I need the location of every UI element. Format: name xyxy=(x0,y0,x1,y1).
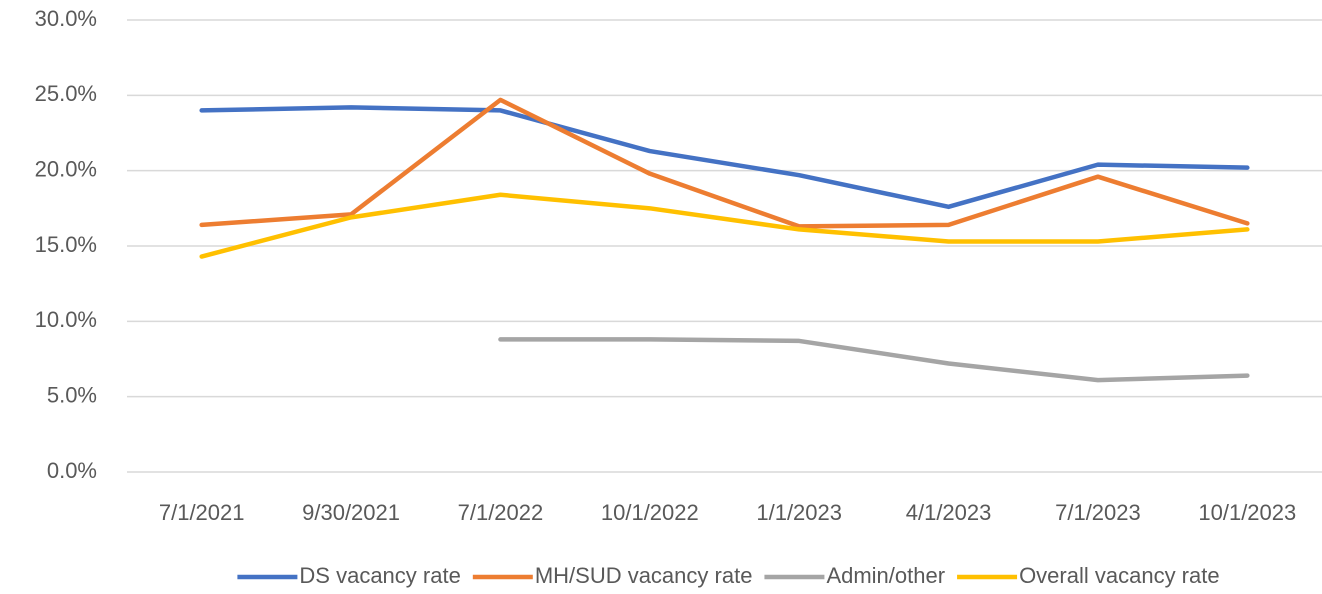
legend-label: MH/SUD vacancy rate xyxy=(535,563,753,588)
legend-label: DS vacancy rate xyxy=(299,563,460,588)
legend-label: Admin/other xyxy=(826,563,945,588)
series-line xyxy=(498,337,1250,383)
series-line xyxy=(199,192,1250,259)
y-tick-label: 0.0% xyxy=(47,458,97,483)
x-tick-label: 7/1/2021 xyxy=(159,500,245,525)
x-tick-label: 10/1/2023 xyxy=(1198,500,1296,525)
series-line xyxy=(199,97,1250,229)
y-tick-label: 10.0% xyxy=(35,307,97,332)
y-tick-label: 5.0% xyxy=(47,382,97,407)
y-tick-label: 25.0% xyxy=(35,81,97,106)
legend-label: Overall vacancy rate xyxy=(1019,563,1220,588)
y-tick-label: 15.0% xyxy=(35,232,97,257)
x-tick-label: 7/1/2023 xyxy=(1055,500,1141,525)
x-tick-label: 9/30/2021 xyxy=(302,500,400,525)
series-line xyxy=(199,105,1250,210)
x-tick-label: 10/1/2022 xyxy=(601,500,699,525)
x-tick-label: 7/1/2022 xyxy=(458,500,544,525)
y-tick-label: 30.0% xyxy=(35,6,97,31)
x-tick-label: 4/1/2023 xyxy=(906,500,992,525)
y-tick-label: 20.0% xyxy=(35,156,97,181)
x-tick-label: 1/1/2023 xyxy=(756,500,842,525)
